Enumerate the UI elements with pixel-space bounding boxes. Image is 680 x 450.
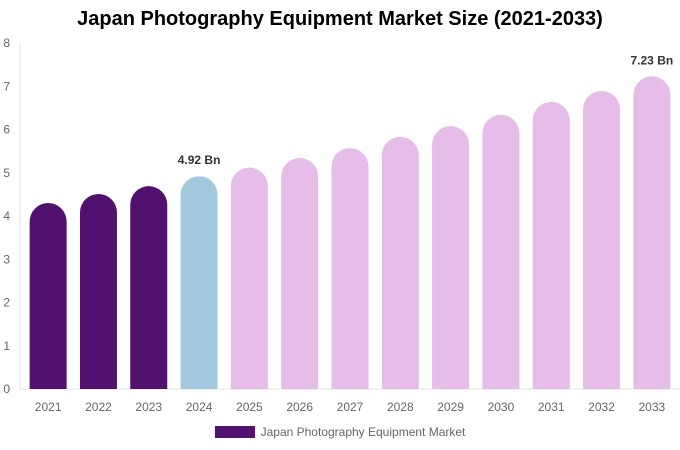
bar-2021 bbox=[29, 203, 67, 389]
x-tick-label: 2023 bbox=[135, 400, 162, 414]
x-tick-label: 2030 bbox=[488, 400, 515, 414]
bar-2029 bbox=[432, 126, 470, 389]
bar-2033 bbox=[633, 76, 671, 390]
x-tick-label: 2032 bbox=[588, 400, 615, 414]
bar-2027 bbox=[331, 148, 369, 389]
bar-2028 bbox=[381, 136, 419, 389]
data-label: 4.92 Bn bbox=[178, 153, 221, 167]
bar-2032 bbox=[583, 91, 621, 389]
y-tick-label: 1 bbox=[3, 339, 10, 353]
y-tick-label: 5 bbox=[3, 166, 10, 180]
bar-2030 bbox=[482, 114, 520, 389]
x-tick-label: 2025 bbox=[236, 400, 263, 414]
chart-title: Japan Photography Equipment Market Size … bbox=[77, 8, 603, 30]
y-tick-label: 0 bbox=[3, 382, 10, 396]
y-tick-label: 4 bbox=[3, 209, 10, 223]
legend: Japan Photography Equipment Market bbox=[0, 425, 680, 439]
x-tick-label: 2026 bbox=[286, 400, 313, 414]
y-tick-label: 2 bbox=[3, 296, 10, 310]
legend-label: Japan Photography Equipment Market bbox=[260, 425, 466, 439]
y-tick-label: 8 bbox=[3, 36, 10, 50]
bar-2024 bbox=[180, 176, 218, 389]
data-label: 7.23 Bn bbox=[631, 53, 674, 67]
x-tick-label: 2029 bbox=[437, 400, 464, 414]
x-tick-label: 2022 bbox=[85, 400, 112, 414]
x-tick-label: 2028 bbox=[387, 400, 414, 414]
bar-2025 bbox=[230, 167, 268, 389]
y-tick-label: 7 bbox=[3, 79, 10, 93]
y-tick-label: 3 bbox=[3, 252, 10, 266]
legend-swatch bbox=[214, 426, 255, 438]
x-tick-label: 2027 bbox=[337, 400, 364, 414]
x-tick-label: 2024 bbox=[186, 400, 213, 414]
y-tick-label: 6 bbox=[3, 123, 10, 137]
bar-2026 bbox=[281, 158, 319, 389]
x-tick-label: 2033 bbox=[638, 400, 665, 414]
bar-2031 bbox=[532, 101, 570, 389]
x-tick-label: 2031 bbox=[538, 400, 565, 414]
x-tick-label: 2021 bbox=[35, 400, 62, 414]
bar-2022 bbox=[79, 193, 117, 389]
bar-2023 bbox=[130, 186, 168, 389]
